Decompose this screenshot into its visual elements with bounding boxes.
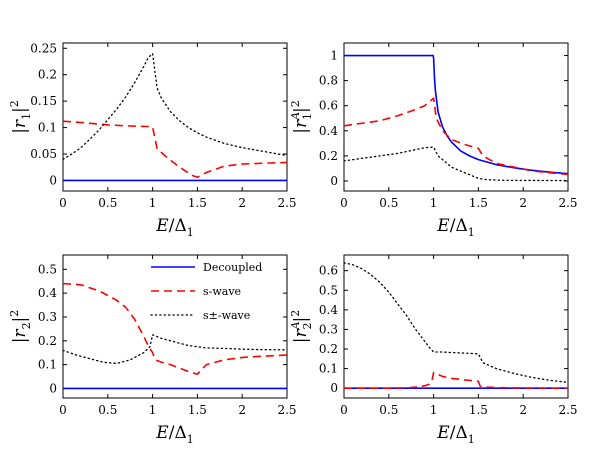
x-tick-label-r1: 0.5	[98, 196, 117, 210]
y-tick-label-r2: 0.5	[38, 262, 57, 276]
y-tick-label-r1A: 0.8	[319, 74, 338, 88]
x-axis-label-r1A-group: E/Δ1	[436, 216, 474, 239]
x-tick-label-r2A: 1.5	[469, 403, 488, 417]
x-axis-label-r2A-group: E/Δ1	[436, 423, 474, 446]
x-tick-label-r1A: 2.5	[558, 196, 577, 210]
axes-frame-r2	[62, 254, 288, 399]
panel-r2: 0 0.5 1 1.5 2 2.5 0 0.1 0.2 0.3 0.4 0.5 E/Δ1 |r2|2	[8, 254, 297, 446]
series-line-s_wave-r1	[63, 120, 287, 179]
y-tick-label-r1A: 0.4	[319, 124, 338, 138]
x-tick-label-r1: 0	[59, 196, 67, 210]
y-tick-label-r1A: 0.2	[319, 149, 338, 163]
series-line-s_wave-r2A	[344, 371, 568, 390]
series-group-r1A	[344, 54, 568, 182]
series-line-s_pm_wave-r1A	[344, 146, 568, 182]
y-tick-label-r2: 0	[49, 381, 57, 395]
series-group-r1	[63, 52, 287, 182]
x-axis-label-r2A: E/Δ1	[436, 423, 474, 446]
y-tick-label-r1: 0	[49, 173, 57, 187]
y-axis-label-r1: |r1|2	[8, 100, 33, 134]
y-tick-label-r1: 0.25	[30, 41, 57, 55]
y-tick-label-r2A: 0.6	[319, 264, 338, 278]
series-line-s_pm_wave-r1	[63, 52, 287, 160]
series-line-s_wave-r1A	[344, 97, 568, 176]
y-tick-label-r1: 0.2	[38, 68, 57, 82]
y-axis-label-r2-group: |r2|2	[8, 310, 33, 344]
y-tick-label-r2A: 0.2	[319, 342, 338, 356]
y-axis-label-r1A-group: |rA1|2	[289, 100, 314, 134]
series-line-s_pm_wave-r2	[63, 334, 287, 365]
y-tick-label-r1A: 0.6	[319, 99, 338, 113]
y-axis-label-r2: |r2|2	[8, 310, 33, 344]
y-tick-label-r1A: 1	[330, 49, 338, 63]
panel-r2A: 0 0.5 1 1.5 2 2.5 0 0.1 0.2 0.3 0.4 0.5 0.6 E/Δ1 |rA2|…	[289, 254, 578, 446]
series-group-r2A	[344, 262, 568, 390]
y-tick-label-r1A: 0	[330, 174, 338, 188]
x-axis-label-r1-group: E/Δ1	[155, 216, 193, 239]
y-axis-label-r2A: |rA2|2	[289, 310, 314, 344]
x-tick-label-r2: 0.5	[98, 403, 117, 417]
x-tick-label-r2A: 0	[340, 403, 348, 417]
legend-label-s_pm_wave: s±-wave	[203, 309, 250, 322]
x-tick-label-r2A: 2	[519, 403, 527, 417]
y-tick-label-r2A: 0.3	[319, 322, 338, 336]
y-tick-label-r2A: 0.4	[319, 303, 338, 317]
y-tick-label-r2A: 0	[330, 381, 338, 395]
y-tick-label-r2: 0.3	[38, 310, 57, 324]
y-axis-label-r2A-group: |rA2|2	[289, 310, 314, 344]
x-tick-label-r1: 1	[149, 196, 157, 210]
x-tick-label-r2: 2.5	[277, 403, 296, 417]
series-line-s_pm_wave-r2A	[344, 262, 568, 383]
x-tick-label-r1A: 1.5	[469, 196, 488, 210]
legend: Decoupled s-wave s±-wave	[150, 261, 262, 322]
x-tick-label-r2: 0	[59, 403, 67, 417]
x-axis-label-r2-group: E/Δ1	[155, 423, 193, 446]
x-tick-label-r2A: 0.5	[379, 403, 398, 417]
y-tick-label-r2: 0.2	[38, 334, 57, 348]
x-axis-label-r1: E/Δ1	[155, 216, 193, 239]
y-tick-label-r2A: 0.1	[319, 362, 338, 376]
panel-r1: 0 0.5 1 1.5 2 2.5 0 0.05 0.1 0.15 0.2 0.25 E/Δ1 |r1|2	[8, 41, 297, 239]
x-tick-label-r1: 1.5	[188, 196, 207, 210]
x-tick-label-r1A: 0	[340, 196, 348, 210]
x-tick-label-r1: 2	[238, 196, 246, 210]
x-tick-label-r2A: 2.5	[558, 403, 577, 417]
x-tick-label-r2: 1.5	[188, 403, 207, 417]
x-tick-label-r2: 2	[238, 403, 246, 417]
x-tick-label-r1A: 1	[430, 196, 438, 210]
x-tick-label-r2: 1	[149, 403, 157, 417]
x-tick-label-r2A: 1	[430, 403, 438, 417]
series-line-s_wave-r2	[63, 282, 287, 375]
y-tick-label-r2: 0.4	[38, 286, 57, 300]
y-tick-label-r2: 0.1	[38, 358, 57, 372]
panel-r1A: 0 0.5 1 1.5 2 2.5 0 0.2 0.4 0.6 0.8 1 E/Δ1 |rA1|2	[289, 42, 578, 239]
axes-frame-r2A	[343, 254, 569, 399]
legend-label-s_wave: s-wave	[203, 285, 241, 298]
y-tick-label-r2A: 0.5	[319, 283, 338, 297]
series-group-r2	[63, 282, 287, 390]
x-tick-label-r1A: 0.5	[379, 196, 398, 210]
y-tick-label-r1: 0.05	[30, 147, 57, 161]
x-axis-label-r1A: E/Δ1	[436, 216, 474, 239]
axes-frame-r1A	[343, 42, 569, 192]
legend-label-decoupled: Decoupled	[203, 261, 262, 274]
y-tick-label-r1: 0.15	[30, 94, 57, 108]
x-axis-label-r2: E/Δ1	[155, 423, 193, 446]
series-line-decoupled-r1A	[344, 54, 568, 175]
y-axis-label-r1-group: |r1|2	[8, 100, 33, 134]
y-tick-label-r1: 0.1	[38, 121, 57, 135]
axes-frame-r1	[62, 42, 288, 192]
x-tick-label-r1: 2.5	[277, 196, 296, 210]
y-axis-label-r1A: |rA1|2	[289, 100, 314, 134]
x-tick-label-r1A: 2	[519, 196, 527, 210]
